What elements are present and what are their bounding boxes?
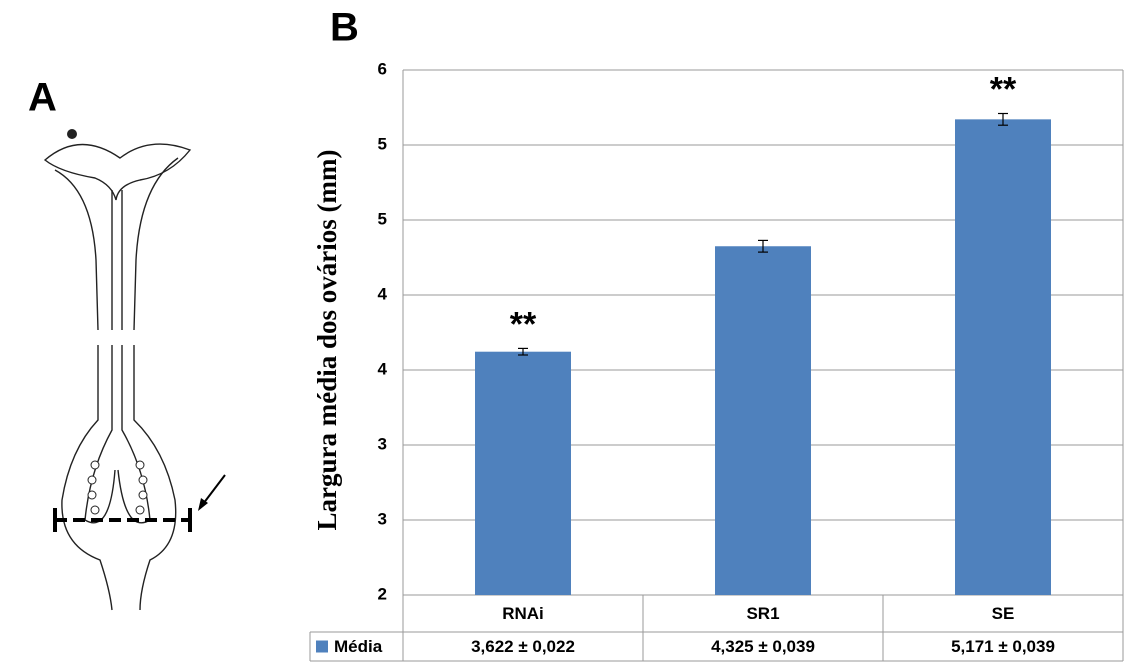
y-tick-label: 6 [378,59,387,78]
y-tick-label: 4 [378,284,388,303]
y-tick-label: 2 [378,584,387,603]
y-tick-label: 5 [378,134,387,153]
significance-marker: ** [510,305,537,343]
legend-swatch [316,641,328,653]
y-tick-label: 4 [378,359,388,378]
value-label: 3,622 ± 0,022 [471,637,575,656]
panel-label: B [330,6,359,50]
panel-label: A [28,76,57,120]
bar [715,246,811,595]
significance-marker: ** [990,70,1017,108]
bar [955,119,1051,595]
legend-label: Média [334,637,383,656]
x-tick-label: SE [992,604,1015,623]
value-label: 4,325 ± 0,039 [711,637,815,656]
x-tick-label: SR1 [746,604,779,623]
y-tick-label: 3 [378,434,387,453]
y-tick-label: 3 [378,509,387,528]
bar [475,352,571,595]
y-tick-label: 5 [378,209,387,228]
y-axis-label: Largura média dos ovários (mm) [312,150,342,531]
figure: A B Largura média dos ovários (mm) 2 3 3 4 4… [0,0,1124,662]
value-label: 5,171 ± 0,039 [951,637,1055,656]
x-tick-label: RNAi [502,604,544,623]
pistil-drawing [45,129,225,610]
